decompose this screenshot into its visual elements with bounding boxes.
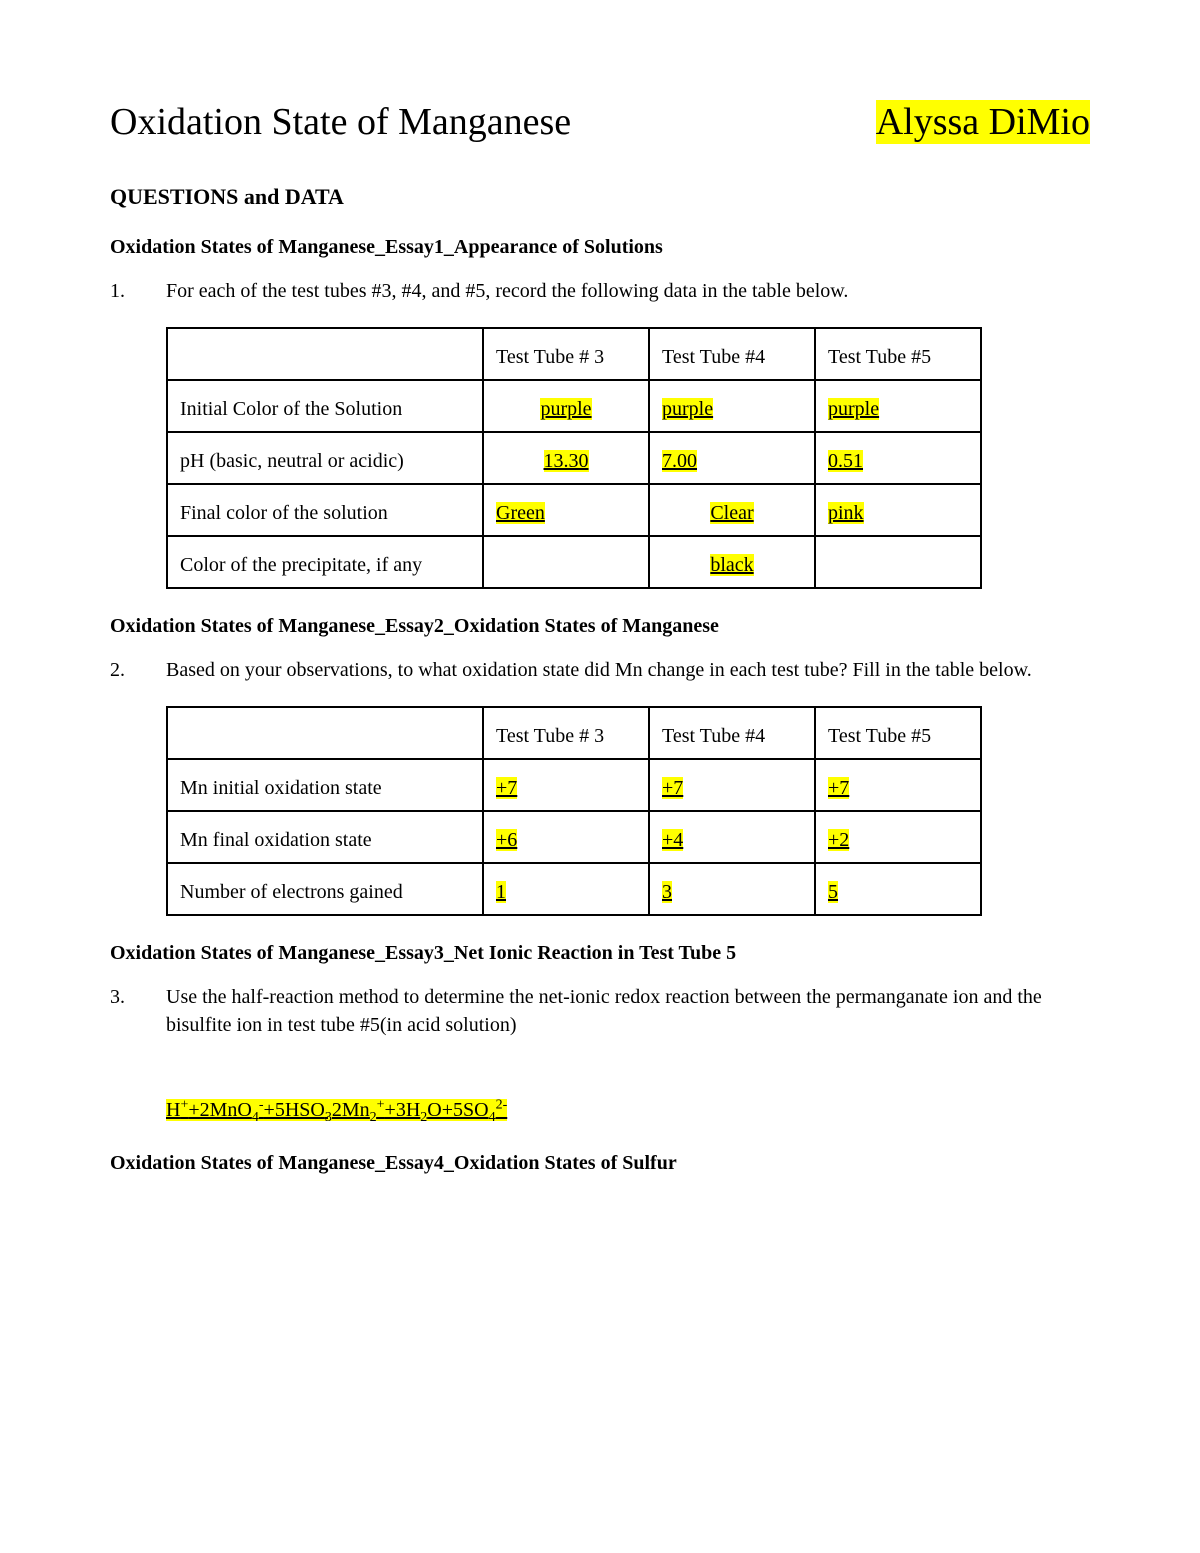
- table-cell: 7.00: [649, 432, 815, 484]
- essay2-table: Test Tube # 3Test Tube #4Test Tube #5 Mn …: [166, 706, 982, 916]
- table-cell: 13.30: [483, 432, 649, 484]
- cell-value: purple: [662, 398, 713, 420]
- table-cell: +6: [483, 811, 649, 863]
- equation-text: H++2MnO4-+5HSO32Mn2++3H2O+5SO42-: [166, 1099, 507, 1121]
- table-row-label: Color of the precipitate, if any: [167, 536, 483, 588]
- cell-value: +7: [496, 777, 517, 799]
- essay3-heading: Oxidation States of Manganese_Essay3_Net…: [110, 942, 1090, 965]
- cell-value: +6: [496, 829, 517, 851]
- essay1-table: Test Tube # 3Test Tube #4Test Tube #5 Ini…: [166, 327, 982, 589]
- cell-value: +2: [828, 829, 849, 851]
- cell-value: +7: [662, 777, 683, 799]
- q1-number: 1.: [110, 277, 166, 305]
- table-cell: black: [649, 536, 815, 588]
- table-cell: +4: [649, 811, 815, 863]
- table-corner: [167, 328, 483, 380]
- student-name: Alyssa DiMio: [876, 100, 1090, 144]
- table-col-header: Test Tube # 3: [483, 707, 649, 759]
- cell-value: black: [710, 554, 753, 576]
- document-title: Oxidation State of Manganese: [110, 100, 571, 144]
- cell-value: purple: [828, 398, 879, 420]
- table-cell: pink: [815, 484, 981, 536]
- cell-value: purple: [540, 398, 591, 420]
- table-cell: purple: [815, 380, 981, 432]
- question-1: 1. For each of the test tubes #3, #4, an…: [110, 277, 1090, 305]
- table-row-label: Initial Color of the Solution: [167, 380, 483, 432]
- table-corner: [167, 707, 483, 759]
- question-2: 2. Based on your observations, to what o…: [110, 656, 1090, 684]
- essay2-heading: Oxidation States of Manganese_Essay2_Oxi…: [110, 615, 1090, 638]
- table-row-label: pH (basic, neutral or acidic): [167, 432, 483, 484]
- q3-text: Use the half-reaction method to determin…: [166, 983, 1090, 1039]
- q2-number: 2.: [110, 656, 166, 684]
- cell-value: 5: [828, 881, 838, 903]
- cell-value: 13.30: [544, 450, 589, 472]
- table-cell: 5: [815, 863, 981, 915]
- essay1-heading: Oxidation States of Manganese_Essay1_App…: [110, 236, 1090, 259]
- equation: H++2MnO4-+5HSO32Mn2++3H2O+5SO42-: [166, 1099, 1090, 1122]
- table-col-header: Test Tube # 3: [483, 328, 649, 380]
- table-cell: purple: [483, 380, 649, 432]
- cell-value: Clear: [710, 502, 753, 524]
- header: Oxidation State of Manganese Alyssa DiMi…: [110, 100, 1090, 144]
- q2-text: Based on your observations, to what oxid…: [166, 656, 1090, 684]
- q1-text: For each of the test tubes #3, #4, and #…: [166, 277, 1090, 305]
- table-col-header: Test Tube #4: [649, 328, 815, 380]
- cell-value: 7.00: [662, 450, 697, 472]
- cell-value: pink: [828, 502, 864, 524]
- cell-value: +4: [662, 829, 683, 851]
- cell-value: +7: [828, 777, 849, 799]
- question-3: 3. Use the half-reaction method to deter…: [110, 983, 1090, 1039]
- q3-number: 3.: [110, 983, 166, 1039]
- table-row-label: Mn initial oxidation state: [167, 759, 483, 811]
- table-cell: 3: [649, 863, 815, 915]
- section-title: QUESTIONS and DATA: [110, 184, 1090, 210]
- table-cell: 0.51: [815, 432, 981, 484]
- table-col-header: Test Tube #5: [815, 707, 981, 759]
- cell-value: 1: [496, 881, 506, 903]
- table-cell: Green: [483, 484, 649, 536]
- table-col-header: Test Tube #4: [649, 707, 815, 759]
- table-cell: Clear: [649, 484, 815, 536]
- document-page: Oxidation State of Manganese Alyssa DiMi…: [0, 0, 1200, 1553]
- essay4-heading: Oxidation States of Manganese_Essay4_Oxi…: [110, 1152, 1090, 1175]
- table-cell: +2: [815, 811, 981, 863]
- table-cell: +7: [483, 759, 649, 811]
- cell-value: Green: [496, 502, 545, 524]
- table-col-header: Test Tube #5: [815, 328, 981, 380]
- table-cell: +7: [815, 759, 981, 811]
- table-row-label: Final color of the solution: [167, 484, 483, 536]
- cell-value: 0.51: [828, 450, 863, 472]
- table-cell: [483, 536, 649, 588]
- cell-value: 3: [662, 881, 672, 903]
- table-cell: [815, 536, 981, 588]
- table-cell: 1: [483, 863, 649, 915]
- table-row-label: Number of electrons gained: [167, 863, 483, 915]
- table-cell: +7: [649, 759, 815, 811]
- table-row-label: Mn final oxidation state: [167, 811, 483, 863]
- table-cell: purple: [649, 380, 815, 432]
